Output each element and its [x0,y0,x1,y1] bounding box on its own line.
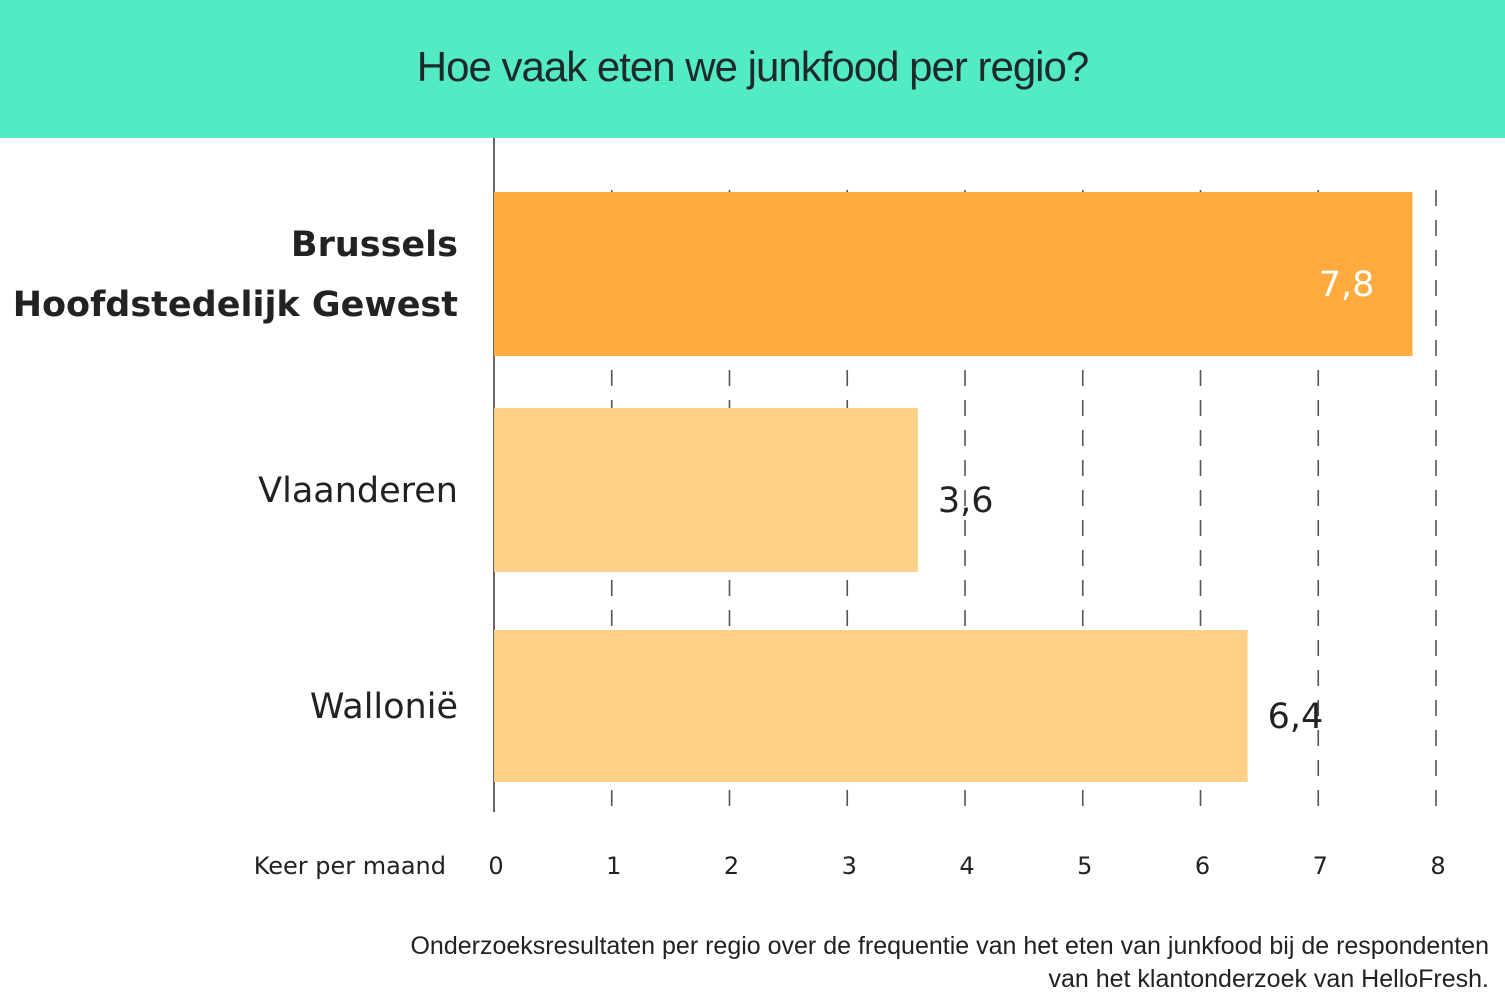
x-tick-label: 8 [1430,852,1445,880]
x-tick-label: 5 [1077,852,1092,880]
x-tick-label: 1 [606,852,621,880]
value-label: 3,6 [938,481,994,521]
value-label: 6,4 [1268,697,1324,737]
x-tick-label: 3 [842,852,857,880]
caption-line-1: Onderzoeksresultaten per regio over de f… [410,932,1489,960]
category-label: Hoofdstedelijk Gewest [13,285,458,325]
category-label: Wallonië [310,687,458,727]
category-label: Brussels [291,225,458,265]
x-axis-label: Keer per maand [254,852,446,880]
bar [494,192,1413,356]
value-label: 7,8 [1319,265,1375,305]
chart-title: Hoe vaak eten we junkfood per regio? [416,43,1089,90]
x-tick-label: 6 [1195,852,1210,880]
bar [494,630,1248,782]
x-tick-label: 4 [959,852,974,880]
title-banner: Hoe vaak eten we junkfood per regio? [0,0,1505,138]
category-label: Vlaanderen [258,471,458,511]
bar [494,408,918,572]
x-tick-label: 7 [1313,852,1328,880]
chart-caption: Onderzoeksresultaten per regio over de f… [410,930,1489,996]
caption-line-2: van het klantonderzoek van HelloFresh. [1048,965,1489,993]
x-tick-label: 0 [488,852,503,880]
x-tick-label: 2 [724,852,739,880]
